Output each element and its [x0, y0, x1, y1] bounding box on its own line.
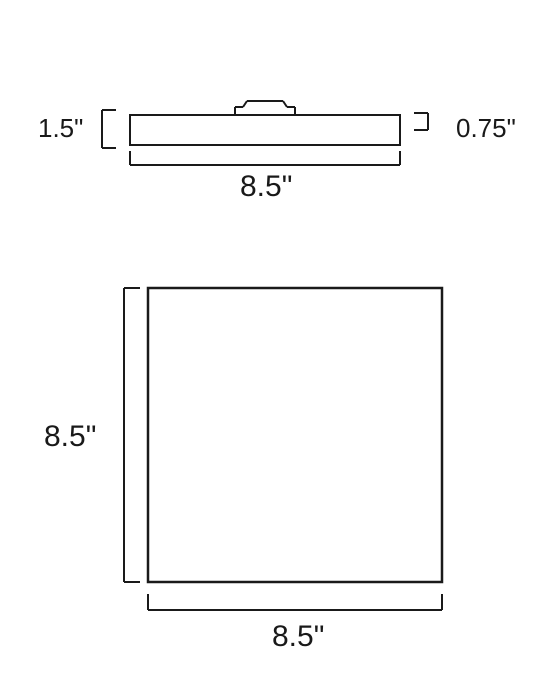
top-width-label: 8.5" — [272, 620, 324, 654]
top-height-label: 8.5" — [44, 420, 96, 454]
side-width-label: 8.5" — [240, 170, 292, 204]
drawing-canvas: 1.5" 0.75" 8.5" 8.5" 8.5" — [0, 0, 560, 700]
side-height-label: 1.5" — [38, 113, 83, 144]
mount-height-label: 0.75" — [456, 113, 516, 144]
diagram-svg — [0, 0, 560, 700]
